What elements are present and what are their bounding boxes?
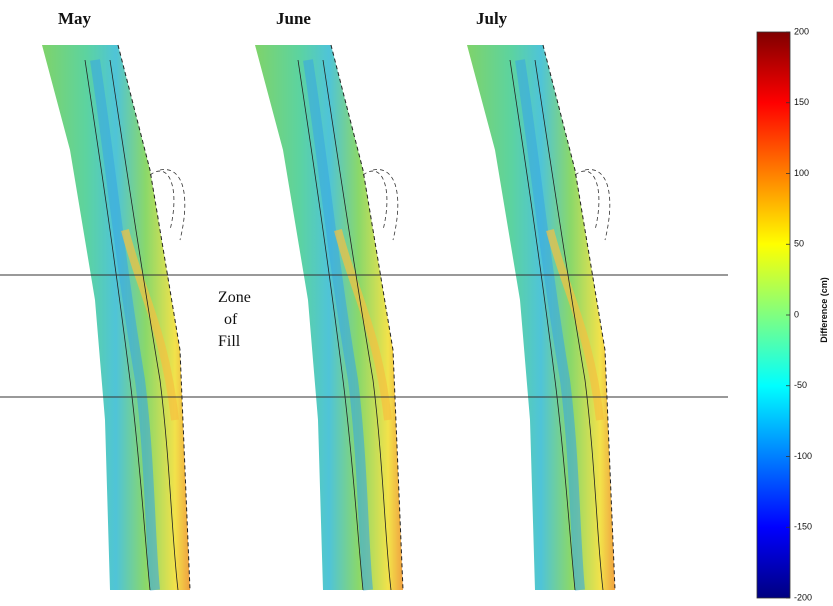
tick-label: -150: [794, 522, 812, 532]
tick-label: 0: [794, 309, 799, 319]
colorbar-label: Difference (cm): [819, 277, 829, 343]
annotation: Fill: [218, 333, 241, 350]
tick-label: 100: [794, 168, 809, 178]
colorbar: [757, 32, 790, 598]
may-map: [42, 45, 190, 590]
tick-label: -100: [794, 451, 812, 461]
tick-label: 50: [794, 239, 804, 249]
tick-label: -200: [794, 592, 812, 602]
panel-title: May: [58, 9, 92, 28]
tick-label: 200: [794, 26, 809, 36]
june-map: [255, 45, 403, 590]
tick-label: -50: [794, 380, 807, 390]
annotation: Zone: [218, 289, 251, 306]
july-map: [467, 45, 615, 590]
panel-title: July: [476, 9, 508, 28]
tick-label: 150: [794, 97, 809, 107]
panel-title: June: [276, 9, 311, 28]
figure: May June July Zone of Fill Difference (c…: [0, 0, 833, 606]
annotation: of: [224, 311, 238, 328]
